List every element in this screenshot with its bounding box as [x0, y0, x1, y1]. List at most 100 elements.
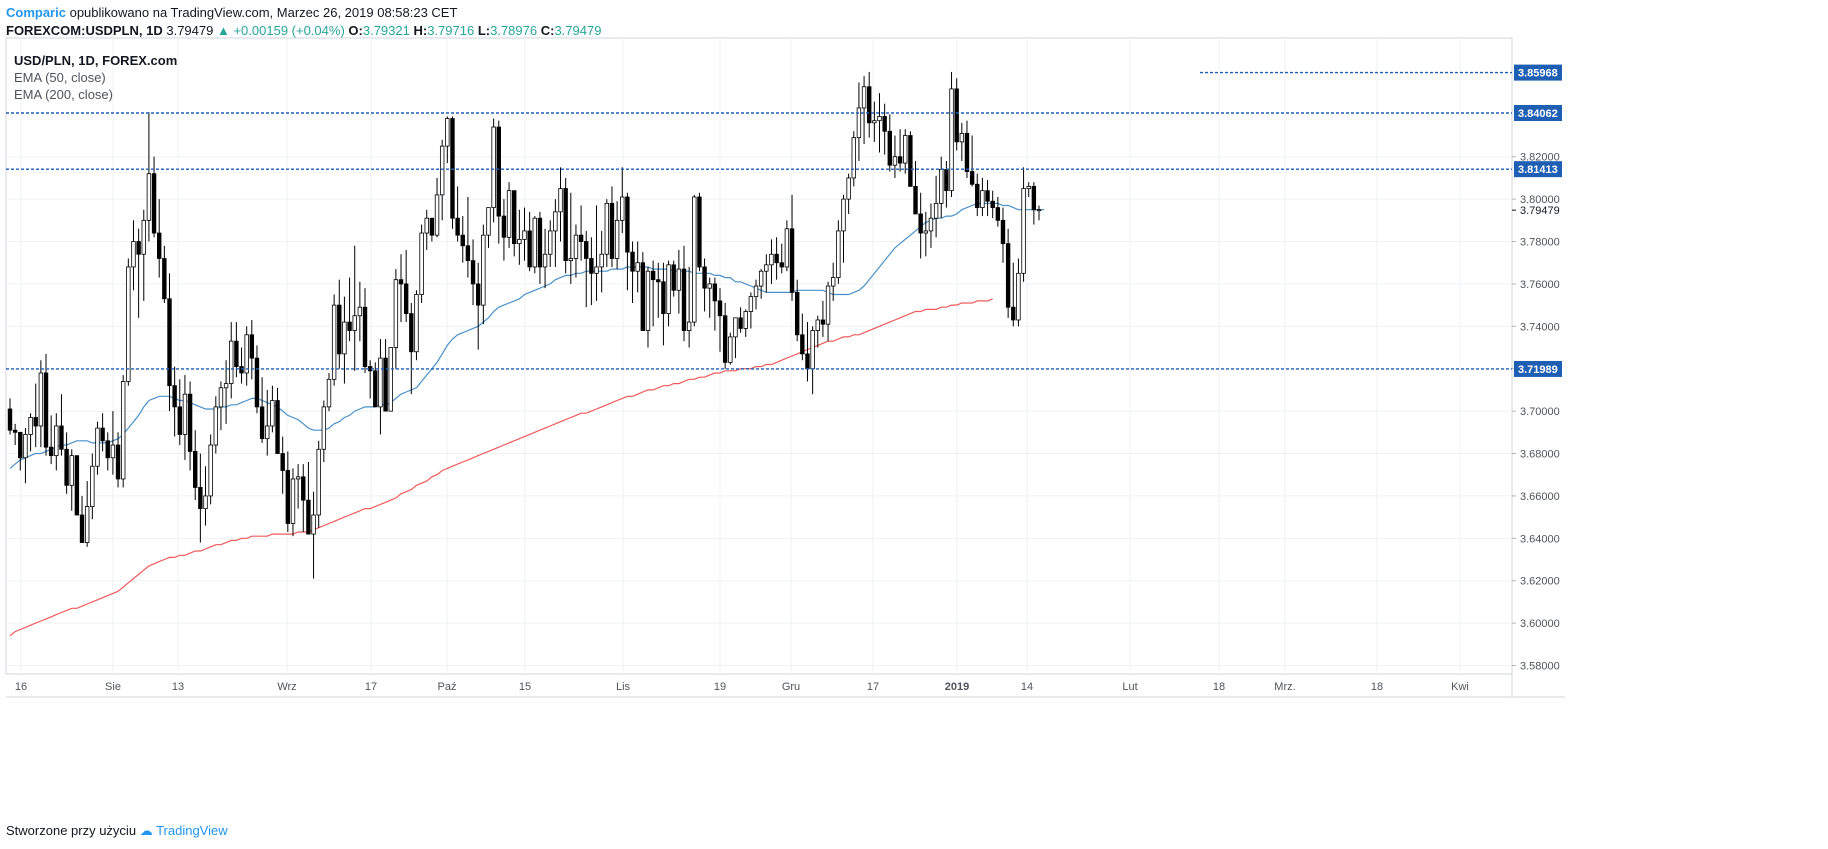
candle-body — [713, 284, 717, 301]
candle-body — [837, 231, 841, 278]
last-price-label: 3.79479 — [1520, 205, 1560, 217]
y-tick-label: 3.78000 — [1520, 237, 1560, 249]
candle-body — [34, 417, 38, 425]
candle-body — [708, 284, 712, 288]
candle-body — [265, 426, 269, 439]
candle-body — [656, 280, 660, 282]
chart-legend: USD/PLN, 1D, FOREX.com EMA (50, close) E… — [14, 52, 177, 103]
candle-body — [615, 220, 619, 258]
candle-body — [523, 231, 527, 239]
candle-body — [667, 265, 671, 314]
candle-body — [878, 116, 882, 120]
candle-body — [296, 477, 300, 479]
candle-body — [147, 174, 151, 221]
x-tick-label: 17 — [365, 681, 377, 693]
y-tick-label: 3.64000 — [1520, 533, 1560, 545]
candle-body — [137, 242, 141, 255]
candle-body — [929, 218, 933, 231]
tradingview-link[interactable]: TradingView — [156, 823, 228, 838]
candle-body — [862, 87, 866, 108]
candle-body — [291, 479, 295, 524]
tradingview-logo-icon[interactable]: ☁ — [140, 823, 153, 838]
candle-body — [317, 449, 321, 515]
legend-ema50[interactable]: EMA (50, close) — [14, 69, 177, 86]
candle-body — [24, 434, 28, 457]
candle-body — [759, 271, 763, 286]
candle-body — [512, 191, 516, 244]
candle-body — [564, 189, 568, 261]
y-tick-label: 3.62000 — [1520, 576, 1560, 588]
candle-body — [461, 235, 465, 246]
candle-body — [168, 299, 172, 386]
candle-body — [651, 271, 655, 279]
candle-body — [394, 280, 398, 348]
candle-body — [101, 428, 105, 441]
candle-body — [111, 445, 115, 458]
candle-body — [132, 242, 136, 267]
candle-body — [1027, 186, 1031, 188]
candle-body — [55, 426, 59, 456]
candle-body — [569, 258, 573, 260]
candle-body — [497, 127, 501, 216]
candle-body — [914, 186, 918, 214]
candle-body — [986, 191, 990, 202]
candle-body — [672, 265, 676, 290]
candle-body — [888, 131, 892, 165]
candle-body — [80, 515, 84, 543]
candle-body — [379, 358, 383, 407]
candle-body — [1032, 186, 1036, 209]
candle-body — [322, 407, 326, 449]
legend-ema200[interactable]: EMA (200, close) — [14, 86, 177, 103]
candle-body — [255, 358, 259, 407]
candle-body — [919, 214, 923, 233]
candle-body — [425, 218, 429, 233]
x-tick-label: Paź — [438, 681, 457, 693]
candle-body — [440, 146, 444, 195]
candle-body — [301, 477, 305, 500]
candle-body — [214, 407, 218, 445]
candle-body — [528, 231, 532, 267]
candle-body — [343, 322, 347, 354]
x-tick-label: Gru — [782, 681, 800, 693]
candle-body — [435, 195, 439, 235]
candle-body — [188, 394, 192, 451]
candle-body — [75, 456, 79, 515]
level-price-label: 3.85968 — [1518, 68, 1558, 80]
candle-body — [245, 335, 249, 373]
candle-body — [950, 89, 954, 191]
candle-body — [348, 322, 352, 330]
candle-body — [399, 280, 403, 284]
candle-body — [729, 337, 733, 362]
candle-body — [996, 208, 1000, 221]
candle-body — [924, 231, 928, 233]
x-tick-label: 18 — [1371, 681, 1383, 693]
x-tick-label: 2019 — [945, 681, 969, 693]
candle-body — [687, 322, 691, 330]
candle-body — [502, 216, 506, 237]
candle-body — [610, 203, 614, 258]
candle-body — [209, 445, 213, 496]
candle-body — [1001, 220, 1005, 243]
x-tick-label: 13 — [172, 681, 184, 693]
candle-body — [358, 307, 362, 315]
candle-body — [70, 456, 74, 486]
candle-body — [975, 184, 979, 207]
candle-body — [852, 138, 856, 178]
candle-body — [965, 133, 969, 171]
candle-body — [404, 284, 408, 314]
candle-body — [584, 242, 588, 259]
candle-body — [384, 358, 388, 411]
candle-body — [723, 316, 727, 363]
candle-body — [543, 254, 547, 267]
candle-body — [116, 445, 120, 479]
footer: Stworzone przy użyciu ☁ TradingView — [6, 823, 228, 839]
candle-body — [430, 218, 434, 235]
candle-body — [106, 441, 110, 458]
candle-body — [821, 320, 825, 324]
candle-body — [518, 239, 522, 243]
x-tick-label: 14 — [1021, 681, 1033, 693]
candle-body — [85, 507, 89, 543]
candle-body — [574, 235, 578, 258]
candle-body — [790, 229, 794, 293]
